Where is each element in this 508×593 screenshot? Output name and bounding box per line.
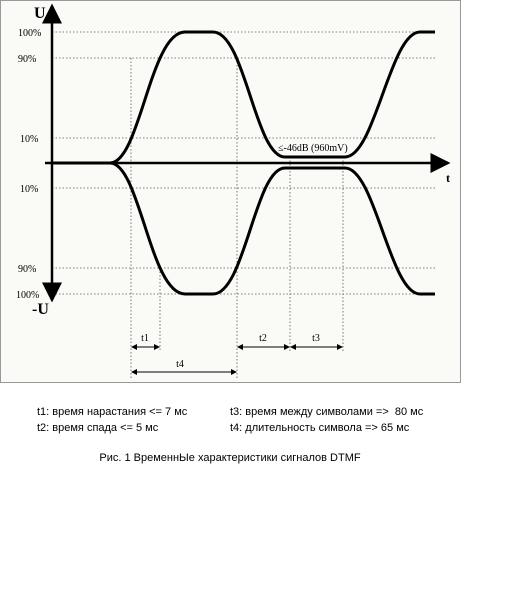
legend-item: t2: время спада <= 5 мс	[37, 422, 159, 434]
interval-label: t1	[141, 333, 149, 344]
interval-label: t3	[312, 333, 320, 344]
interval-label: t4	[176, 359, 184, 370]
legend-item: t3: время между символами => 80 мс	[230, 406, 424, 418]
x-axis-label: t	[446, 171, 450, 185]
level-label: 100%	[18, 28, 41, 39]
interval-arrows	[131, 344, 343, 375]
level-labels: 100% 90% 10% 10% 90% 100%	[16, 28, 41, 301]
level-label: 10%	[20, 184, 38, 195]
level-label: 10%	[20, 134, 38, 145]
level-label: 100%	[16, 290, 39, 301]
annotation: ≤-46dB (960mV)	[278, 143, 348, 154]
negative-signal	[109, 161, 435, 296]
legend-item: t4: длительность символа => 65 мс	[230, 422, 410, 434]
positive-signal	[52, 30, 435, 165]
caption: Рис. 1 ВременнЫе характеристики сигналов…	[99, 452, 360, 464]
level-label: 90%	[18, 54, 36, 65]
interval-labels: t1 t2 t3 t4	[141, 333, 320, 370]
legend: t1: время нарастания <= 7 мс t3: время м…	[37, 406, 424, 434]
level-lines	[52, 31, 435, 380]
y-axis-label: U	[34, 5, 46, 22]
level-label: 90%	[18, 264, 36, 275]
interval-label: t2	[259, 333, 267, 344]
y-axis-neg-label: -U	[32, 301, 49, 318]
diagram-frame	[0, 0, 461, 383]
legend-item: t1: время нарастания <= 7 мс	[37, 406, 188, 418]
